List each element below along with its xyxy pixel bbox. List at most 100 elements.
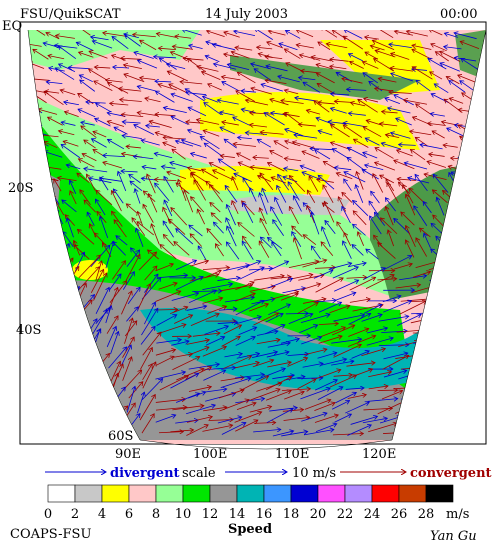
- wind-vector: [171, 341, 189, 346]
- wind-vector: [141, 277, 161, 300]
- wind-vector: [364, 99, 379, 103]
- wind-vector: [346, 363, 375, 367]
- wind-vector: [368, 386, 388, 390]
- wind-vector: [33, 49, 49, 60]
- wind-vector: [107, 121, 125, 127]
- wind-vector: [336, 173, 353, 180]
- wind-vector: [347, 336, 375, 347]
- wind-vector: [383, 256, 412, 270]
- wind-vector: [302, 363, 323, 368]
- wind-vector: [249, 406, 272, 413]
- wind-vector: [78, 159, 95, 168]
- wind-vector: [190, 234, 203, 247]
- wind-vector: [370, 216, 382, 235]
- wind-vector: [207, 229, 222, 246]
- wind-vector: [396, 314, 421, 327]
- wind-vector: [121, 345, 131, 366]
- speed-region: [140, 308, 420, 390]
- wind-vector: [202, 298, 223, 304]
- wind-vector: [100, 177, 109, 191]
- colorbar-tick: 28: [418, 507, 435, 522]
- wind-vector: [110, 103, 129, 105]
- wind-vector: [353, 200, 369, 216]
- wind-vector: [306, 110, 321, 115]
- wind-vector: [222, 77, 241, 81]
- wind-vector: [122, 272, 134, 290]
- wind-vector: [143, 302, 155, 325]
- wind-vector: [349, 277, 376, 291]
- wind-vector: [204, 326, 229, 335]
- wind-vector: [361, 349, 385, 357]
- wind-vector: [202, 169, 219, 180]
- wind-vector: [406, 240, 415, 258]
- wind-vector: [348, 113, 366, 115]
- wind-vector: [302, 151, 320, 159]
- wind-vector: [283, 417, 310, 421]
- wind-vector: [389, 92, 412, 93]
- wind-vector: [410, 149, 426, 161]
- wind-vector: [78, 255, 101, 279]
- wind-vector: [190, 314, 219, 327]
- wind-vector: [237, 72, 256, 84]
- wind-vector: [303, 235, 317, 245]
- wind-vector: [274, 141, 289, 150]
- wind-vector: [260, 237, 272, 249]
- wind-vector: [362, 418, 387, 424]
- wind-vector: [318, 323, 339, 324]
- wind-vector: [156, 34, 177, 38]
- wind-vector: [235, 420, 258, 432]
- colorbar-tick: 12: [202, 507, 219, 522]
- wind-vector: [168, 219, 186, 235]
- wind-vector: [80, 80, 96, 92]
- wind-vector: [188, 347, 209, 356]
- wind-vector: [235, 337, 256, 346]
- wind-vector: [154, 57, 177, 58]
- wind-vector: [68, 67, 90, 68]
- wind-vector: [138, 252, 157, 271]
- wind-vector: [202, 267, 230, 269]
- wind-vector: [109, 274, 121, 290]
- colorbar-tick: 8: [152, 507, 160, 522]
- wind-vector: [342, 192, 353, 203]
- wind-vector: [122, 357, 132, 381]
- wind-vector: [252, 360, 274, 368]
- wind-vector: [82, 154, 97, 162]
- wind-vector: [184, 190, 194, 213]
- wind-vector: [314, 101, 330, 113]
- wind-vector: [444, 33, 458, 38]
- wind-vector: [429, 154, 445, 156]
- wind-vector: [381, 391, 403, 400]
- wind-vector: [251, 352, 277, 359]
- wind-vector: [347, 89, 367, 90]
- wind-vector: [320, 359, 347, 366]
- wind-vector: [28, 44, 42, 47]
- wind-vector: [112, 211, 123, 227]
- color-box: [398, 484, 427, 503]
- wind-vector: [323, 185, 334, 204]
- wind-vector: [314, 415, 338, 423]
- wind-vector: [300, 166, 316, 172]
- wind-vector: [366, 249, 379, 260]
- wind-vector: [234, 412, 262, 423]
- wind-vector: [197, 209, 205, 225]
- lon-label: 120E: [362, 447, 396, 462]
- wind-vector: [330, 59, 349, 61]
- wind-vector: [385, 98, 400, 105]
- wind-vector: [264, 113, 285, 126]
- wind-vector: [383, 370, 407, 378]
- wind-vector: [368, 372, 391, 378]
- scale-value: 10 m/s: [292, 466, 336, 481]
- wind-vector: [223, 265, 249, 272]
- wind-vector: [270, 151, 283, 158]
- wind-vector: [250, 188, 257, 202]
- wind-vector: [64, 102, 80, 106]
- wind-vector: [220, 378, 251, 389]
- colorbar-tick: 2: [71, 507, 79, 522]
- wind-vector: [365, 275, 394, 289]
- wind-vector: [268, 31, 286, 36]
- wind-vector: [203, 96, 219, 103]
- wind-vector: [122, 122, 141, 123]
- wind-vector: [267, 343, 290, 348]
- wind-vector: [141, 178, 156, 180]
- wind-vector: [103, 33, 127, 37]
